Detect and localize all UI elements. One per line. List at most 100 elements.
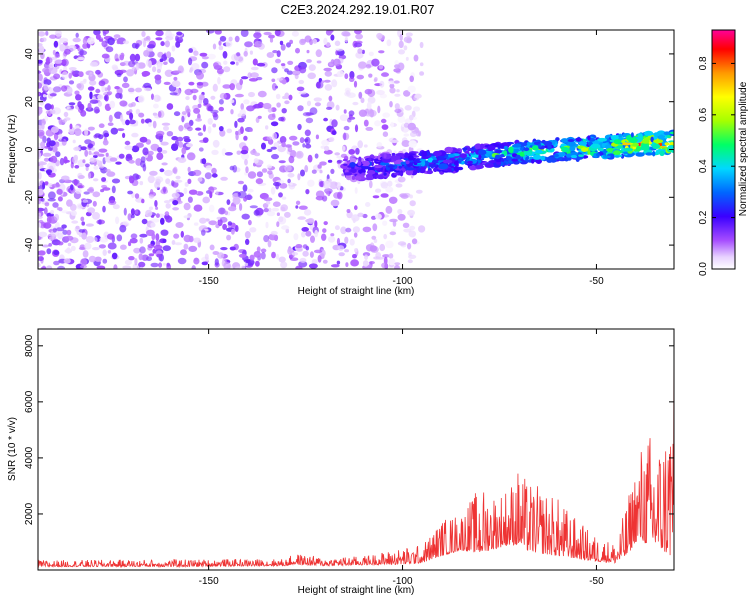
noise-blob — [281, 79, 287, 85]
noise-blob — [311, 259, 318, 265]
noise-blob — [148, 122, 152, 127]
noise-blob — [138, 112, 145, 118]
noise-blob — [271, 83, 277, 91]
noise-blob — [355, 147, 360, 155]
noise-blob — [110, 127, 119, 135]
noise-blob — [139, 136, 148, 143]
noise-blob — [146, 229, 155, 236]
noise-blob — [126, 69, 135, 77]
noise-blob — [385, 186, 394, 193]
noise-blob — [150, 218, 160, 223]
noise-blob — [398, 40, 404, 49]
noise-blob — [148, 253, 155, 257]
noise-blob — [380, 193, 389, 198]
noise-blob — [38, 31, 46, 37]
noise-blob — [57, 241, 64, 246]
noise-blob — [79, 244, 86, 250]
noise-blob — [210, 109, 219, 114]
noise-blob — [38, 207, 45, 212]
noise-blob — [345, 227, 352, 233]
noise-blob — [299, 66, 307, 74]
signal-blob — [506, 156, 512, 161]
noise-blob — [139, 266, 143, 269]
page-title: C2E3.2024.292.19.01.R07 — [280, 2, 435, 17]
noise-blob — [193, 107, 201, 114]
noise-blob — [78, 50, 88, 56]
noise-blob — [254, 152, 261, 157]
signal-blob — [618, 133, 622, 138]
noise-blob — [221, 148, 227, 157]
noise-blob — [139, 181, 144, 186]
noise-blob — [105, 168, 111, 173]
signal-blob — [587, 148, 591, 155]
noise-blob — [129, 176, 135, 184]
noise-blob — [116, 40, 120, 45]
noise-blob — [172, 207, 180, 211]
signal-blob — [653, 132, 660, 138]
noise-blob — [61, 224, 67, 229]
noise-blob — [90, 147, 95, 151]
noise-blob — [188, 235, 194, 243]
noise-blob — [73, 146, 81, 151]
noise-blob — [409, 114, 414, 121]
colorbar-gradient — [711, 29, 736, 270]
noise-blob — [223, 60, 228, 65]
noise-blob — [80, 146, 87, 151]
noise-blob — [266, 148, 273, 153]
noise-blob — [207, 126, 212, 134]
signal-blob — [664, 142, 670, 146]
noise-blob — [376, 142, 383, 148]
snr-x-tick-label: -100 — [393, 576, 413, 587]
noise-blob — [54, 53, 61, 58]
noise-blob — [323, 221, 328, 226]
noise-blob — [93, 134, 98, 139]
noise-blob — [46, 248, 52, 255]
noise-blob — [353, 232, 358, 238]
noise-blob — [219, 35, 227, 42]
noise-blob — [394, 264, 400, 269]
noise-blob — [235, 225, 239, 232]
noise-blob — [207, 118, 213, 125]
noise-blob — [325, 30, 332, 36]
noise-blob — [276, 212, 280, 216]
spectrogram-x-tick-label: -150 — [199, 276, 219, 287]
noise-blob — [85, 223, 94, 227]
noise-blob — [202, 137, 209, 144]
noise-blob — [162, 262, 166, 266]
noise-blob — [153, 244, 163, 250]
noise-blob — [160, 217, 165, 225]
noise-blob — [38, 212, 42, 217]
signal-blob — [484, 163, 494, 168]
noise-blob — [344, 73, 349, 80]
noise-blob — [49, 236, 55, 240]
noise-blob — [190, 88, 199, 94]
noise-blob — [339, 114, 349, 122]
noise-blob — [189, 69, 193, 73]
noise-blob — [52, 202, 59, 208]
noise-blob — [93, 178, 99, 182]
noise-blob — [253, 103, 262, 109]
noise-blob — [291, 252, 299, 256]
noise-blob — [379, 243, 386, 252]
noise-blob — [58, 133, 63, 140]
noise-blob — [41, 37, 47, 42]
noise-blob — [82, 159, 86, 164]
noise-blob — [354, 187, 358, 194]
noise-blob — [261, 168, 268, 173]
noise-blob — [214, 30, 222, 35]
noise-blob — [323, 37, 328, 45]
noise-blob — [131, 42, 138, 49]
noise-blob — [61, 85, 68, 92]
noise-blob — [101, 40, 108, 48]
noise-blob — [72, 37, 81, 43]
noise-blob — [224, 152, 233, 156]
noise-blob — [322, 259, 328, 264]
noise-blob — [388, 258, 396, 266]
noise-blob — [334, 152, 341, 156]
noise-blob — [218, 40, 222, 46]
noise-blob — [93, 151, 100, 155]
noise-blob — [229, 246, 236, 251]
signal-blob — [419, 166, 426, 174]
snr-y-tick-label: 2000 — [24, 502, 35, 525]
noise-blob — [59, 44, 66, 52]
